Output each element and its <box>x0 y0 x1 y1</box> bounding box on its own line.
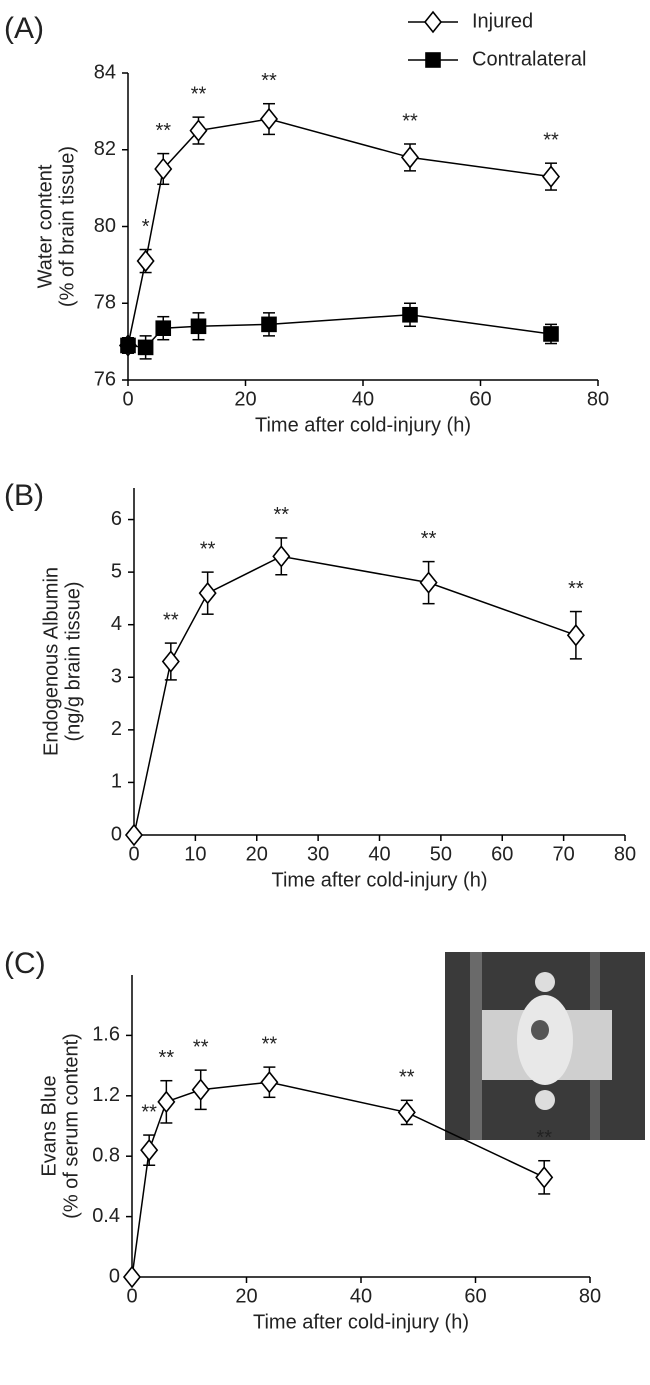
y-tick-label: 0.4 <box>92 1205 120 1227</box>
marker <box>198 581 217 605</box>
x-tick-label: 40 <box>368 843 390 865</box>
x-tick-label: 80 <box>579 1285 601 1307</box>
significance: ** <box>543 129 559 151</box>
marker <box>272 545 291 568</box>
significance: ** <box>536 1127 552 1149</box>
significance: ** <box>568 578 584 600</box>
x-tick-label: 70 <box>553 843 575 865</box>
y-tick-label: 82 <box>94 138 116 160</box>
significance: ** <box>261 70 277 92</box>
x-tick-label: 20 <box>235 1285 257 1307</box>
y-axis-label: Evans Blue <box>38 1075 60 1176</box>
y-axis-label: Water content <box>34 164 56 288</box>
x-tick-label: 0 <box>126 1285 137 1307</box>
significance: ** <box>193 1036 209 1058</box>
marker <box>155 320 172 336</box>
marker <box>259 107 279 131</box>
x-tick-label: 60 <box>491 843 513 865</box>
marker <box>566 623 585 647</box>
y-tick-label: 80 <box>94 215 116 237</box>
marker <box>137 339 154 356</box>
series-line <box>127 118 552 346</box>
inset-photo <box>445 952 645 1140</box>
y-axis-label: (% of serum content) <box>60 1033 82 1219</box>
x-tick-label: 80 <box>614 843 636 865</box>
marker <box>122 1265 142 1289</box>
x-axis-label: Time after cold-injury (h) <box>253 1311 469 1333</box>
panel-label: (B) <box>4 479 44 512</box>
marker <box>260 1070 279 1094</box>
significance: ** <box>262 1033 278 1055</box>
marker <box>191 1078 210 1102</box>
y-tick-label: 2 <box>111 718 122 740</box>
panel-label: (C) <box>4 947 46 980</box>
significance: ** <box>200 538 216 560</box>
x-tick-label: 80 <box>587 388 609 410</box>
marker <box>541 165 561 188</box>
x-tick-label: 20 <box>246 843 268 865</box>
y-tick-label: 5 <box>111 560 122 582</box>
marker <box>261 316 277 333</box>
significance: ** <box>191 83 207 105</box>
y-tick-label: 76 <box>94 368 116 390</box>
y-axis-label: (% of brain tissue) <box>56 146 78 307</box>
x-tick-label: 50 <box>430 843 452 865</box>
x-tick-label: 10 <box>184 843 206 865</box>
y-tick-label: 3 <box>111 666 122 688</box>
marker <box>400 146 420 169</box>
marker <box>154 157 173 181</box>
y-tick-label: 0 <box>109 1265 120 1287</box>
marker <box>157 1090 176 1114</box>
y-axis-label: Endogenous Albumin <box>40 567 62 756</box>
x-axis-label: Time after cold-injury (h) <box>272 869 488 891</box>
marker <box>190 318 207 335</box>
x-tick-label: 40 <box>350 1285 372 1307</box>
marker <box>189 119 208 142</box>
marker <box>136 249 155 273</box>
legend-marker <box>423 10 443 34</box>
y-tick-label: 4 <box>111 613 122 635</box>
legend-label: Injured <box>472 10 533 32</box>
x-tick-label: 0 <box>128 843 139 865</box>
significance: ** <box>402 110 418 132</box>
marker <box>161 650 180 673</box>
marker <box>397 1101 416 1124</box>
y-tick-label: 1.2 <box>92 1084 120 1106</box>
x-tick-label: 30 <box>307 843 329 865</box>
y-tick-label: 0 <box>111 823 122 845</box>
marker <box>535 1166 554 1189</box>
marker <box>419 571 438 594</box>
significance: ** <box>163 609 179 631</box>
y-axis-label: (ng/g brain tissue) <box>62 581 84 741</box>
marker <box>124 823 144 847</box>
marker <box>120 337 136 354</box>
marker <box>140 1138 159 1162</box>
y-tick-label: 78 <box>94 292 116 314</box>
x-tick-label: 0 <box>122 388 133 410</box>
x-axis-label: Time after cold-injury (h) <box>255 414 471 436</box>
significance: * <box>142 216 150 238</box>
y-tick-label: 6 <box>111 508 122 530</box>
y-tick-label: 1.6 <box>92 1024 120 1046</box>
significance: ** <box>274 504 290 526</box>
marker <box>402 306 418 323</box>
significance: ** <box>421 528 437 550</box>
legend-label: Contralateral <box>472 48 587 70</box>
significance: ** <box>141 1101 157 1123</box>
legend-marker <box>425 52 441 68</box>
x-tick-label: 40 <box>352 388 374 410</box>
x-tick-label: 60 <box>464 1285 486 1307</box>
y-tick-label: 84 <box>94 61 116 83</box>
y-tick-label: 0.8 <box>92 1144 120 1166</box>
x-tick-label: 20 <box>234 388 256 410</box>
series-line <box>133 555 577 836</box>
y-tick-label: 1 <box>111 771 122 793</box>
significance: ** <box>399 1067 415 1089</box>
significance: ** <box>155 120 171 142</box>
panel-label: (A) <box>4 12 44 45</box>
marker <box>543 326 559 342</box>
significance: ** <box>159 1047 175 1069</box>
x-tick-label: 60 <box>469 388 491 410</box>
